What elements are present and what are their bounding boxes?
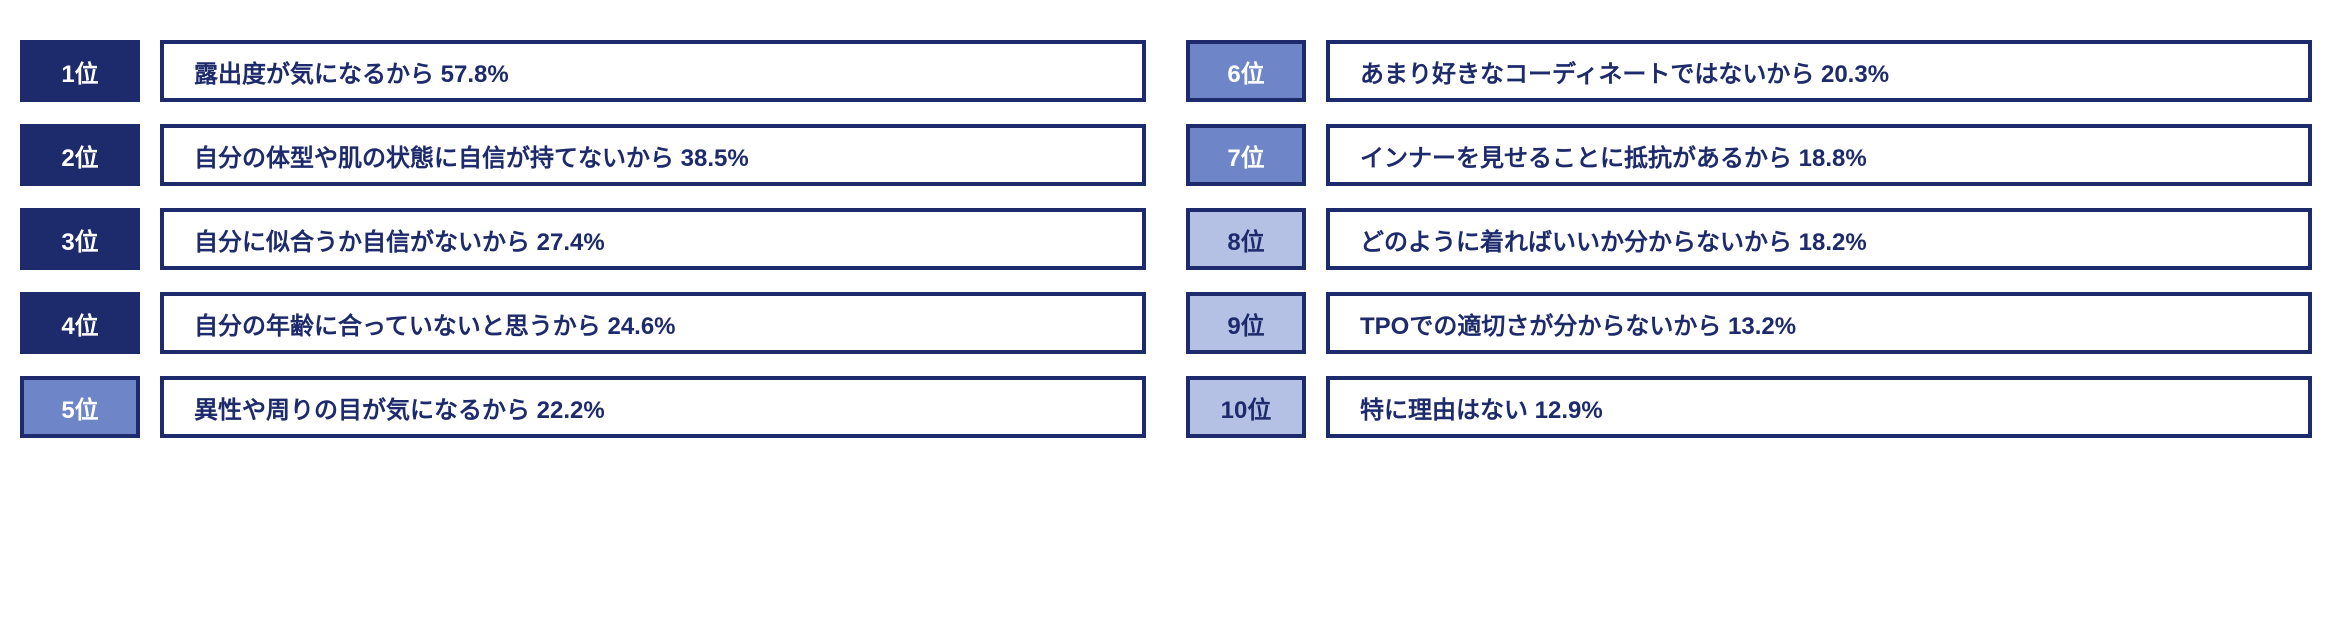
- reason-text: 異性や周りの目が気になるから 22.2%: [160, 376, 1146, 438]
- ranking-row: 6位あまり好きなコーディネートではないから 20.3%: [1186, 40, 2312, 102]
- ranking-row: 9位 TPOでの適切さが分からないから 13.2%: [1186, 292, 2312, 354]
- ranking-row: 5位異性や周りの目が気になるから 22.2%: [20, 376, 1146, 438]
- ranking-row: 10位特に理由はない 12.9%: [1186, 376, 2312, 438]
- ranking-column-right: 6位あまり好きなコーディネートではないから 20.3% 7位インナーを見せることに…: [1186, 40, 2312, 438]
- ranking-row: 3位自分に似合うか自信がないから 27.4%: [20, 208, 1146, 270]
- reason-text: TPOでの適切さが分からないから 13.2%: [1326, 292, 2312, 354]
- rank-badge: 2位: [20, 124, 140, 186]
- ranking-row: 2位自分の体型や肌の状態に自信が持てないから 38.5%: [20, 124, 1146, 186]
- reason-text: 自分の体型や肌の状態に自信が持てないから 38.5%: [160, 124, 1146, 186]
- reason-text: 特に理由はない 12.9%: [1326, 376, 2312, 438]
- reason-text: 自分の年齢に合っていないと思うから 24.6%: [160, 292, 1146, 354]
- ranking-container: 1位露出度が気になるから 57.8% 2位自分の体型や肌の状態に自信が持てないから…: [20, 40, 2312, 438]
- rank-badge: 8位: [1186, 208, 1306, 270]
- ranking-row: 1位露出度が気になるから 57.8%: [20, 40, 1146, 102]
- rank-badge: 1位: [20, 40, 140, 102]
- ranking-column-left: 1位露出度が気になるから 57.8% 2位自分の体型や肌の状態に自信が持てないから…: [20, 40, 1146, 438]
- reason-text: 露出度が気になるから 57.8%: [160, 40, 1146, 102]
- rank-badge: 6位: [1186, 40, 1306, 102]
- reason-text: 自分に似合うか自信がないから 27.4%: [160, 208, 1146, 270]
- ranking-row: 8位どのように着ればいいか分からないから 18.2%: [1186, 208, 2312, 270]
- ranking-row: 7位インナーを見せることに抵抗があるから 18.8%: [1186, 124, 2312, 186]
- ranking-row: 4位自分の年齢に合っていないと思うから 24.6%: [20, 292, 1146, 354]
- rank-badge: 5位: [20, 376, 140, 438]
- rank-badge: 10位: [1186, 376, 1306, 438]
- rank-badge: 3位: [20, 208, 140, 270]
- rank-badge: 7位: [1186, 124, 1306, 186]
- reason-text: インナーを見せることに抵抗があるから 18.8%: [1326, 124, 2312, 186]
- rank-badge: 4位: [20, 292, 140, 354]
- rank-badge: 9位: [1186, 292, 1306, 354]
- reason-text: どのように着ればいいか分からないから 18.2%: [1326, 208, 2312, 270]
- reason-text: あまり好きなコーディネートではないから 20.3%: [1326, 40, 2312, 102]
